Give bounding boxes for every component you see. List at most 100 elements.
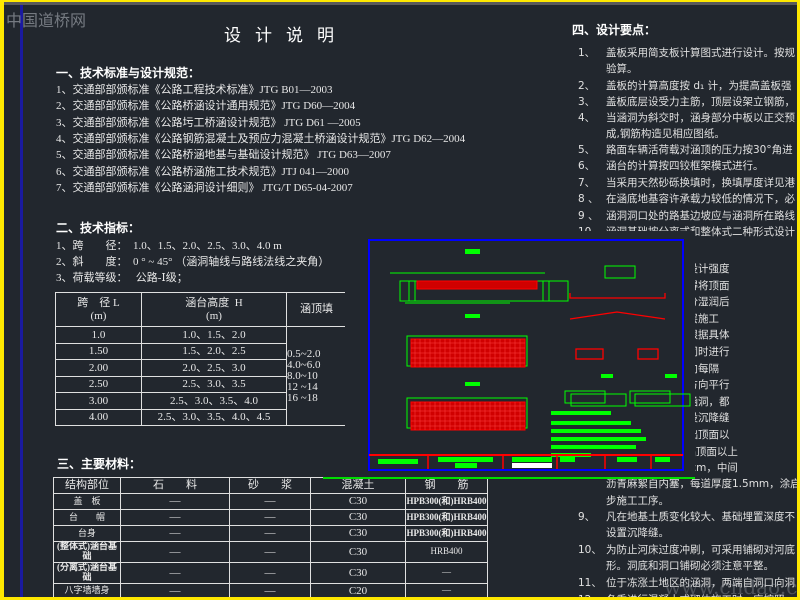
point-text: 步施工工序。	[606, 495, 669, 507]
table-cell: (整体式)涵台基础	[53, 541, 121, 563]
table-cell: C30	[310, 525, 406, 542]
standard-item: 6、交通部部颁标准《公路桥涵施工技术规范》JTJ 041—2000	[56, 165, 350, 178]
point-text: 涵台的计算按四铰框架模式进行。	[606, 160, 764, 172]
point-text: 当涵洞为斜交时，涵身部分中板以正交预	[606, 112, 795, 124]
table-header: 结构部位	[53, 477, 121, 494]
table-header: 钢 筋	[405, 477, 488, 494]
table-cell: 1.5、2.0、2.5	[141, 342, 287, 360]
table-row: 台身 — — C30 HPB300(和)HRB400	[53, 525, 488, 542]
table-cell: 2.0、2.5、3.0	[141, 359, 287, 377]
table-cell: HPB300(和)HRB400	[405, 509, 488, 526]
cad-drawing-canvas[interactable]: 中国道桥网 设计说明 一、技术标准与设计规范： 1、交通部部颁标准《公路工程技术…	[4, 2, 797, 597]
watermark-url: www.cndao.com	[664, 575, 797, 597]
point-text: 设置沉降缝。	[606, 527, 669, 539]
table-cell: —	[229, 582, 311, 597]
table-cell: —	[120, 525, 230, 542]
table-cell: —	[229, 525, 311, 542]
point-text: 沥青麻絮自内塞，每道厚度1.5mm，涂启	[606, 478, 797, 490]
point-text: 路面车辆活荷载对涵顶的压力按30°角进	[606, 144, 793, 156]
table-cell: 1.0、1.5、2.0	[141, 326, 287, 344]
table-cell: 台身	[53, 525, 121, 542]
table-row: 4.00 2.5、3.0、3.5、4.0、4.5	[55, 408, 347, 426]
point-text: 为防止河床过度冲刷，可采用铺砌对河底	[606, 544, 795, 556]
point-number: 11、	[578, 577, 602, 589]
table-row: 1.0 1.0、1.5、2.0 0.5~2.0 4.0~6.0 8.0~10 12 …	[55, 326, 347, 426]
table-row: 2.50 2.5、3.0、3.5	[55, 375, 347, 393]
table-header: 石 料	[120, 477, 230, 494]
section4-heading: 四、设计要点：	[572, 23, 657, 37]
table-header: 涵顶填	[286, 292, 347, 327]
table-cell: 2.00	[55, 359, 142, 377]
page-title: 设计说明	[224, 26, 348, 46]
point-number: 3、	[578, 96, 596, 108]
standard-item: 3、交通部部颁标准《公路圬工桥涵设计规范》 JTG D61 —2005	[56, 116, 361, 129]
point-text: 盖板的计算高度按 d₁ 计，为提高盖板强	[606, 80, 792, 92]
table-row: 八字墙墙身 — — C20—	[53, 582, 488, 597]
table-cell: C30	[310, 561, 406, 584]
fill-height-cell: 0.5~2.0 4.0~6.0 8.0~10 12 ~14 16 ~18	[286, 326, 347, 426]
table-cell: 3.00	[55, 392, 142, 410]
standard-item: 1、交通部部颁标准《公路工程技术标准》JTG B01—2003	[56, 84, 333, 96]
point-text: 凡在地基土质变化较大、基础埋置深度不	[606, 511, 795, 523]
table-cell: HPB300(和)HRB400	[405, 493, 488, 510]
table-cell: 台 帽	[53, 509, 121, 526]
table-header: 混凝土	[310, 477, 406, 494]
table-cell: (分离式)涵台基础	[53, 561, 121, 584]
section3-heading: 三、主要材料：	[57, 457, 142, 471]
point-text: 验算。	[606, 63, 638, 75]
table-cell: C30	[310, 509, 406, 526]
drawing-thumbnail[interactable]	[345, 231, 695, 479]
table-cell: —	[229, 509, 311, 526]
table-row: (分离式)涵台基础 — — C30—	[53, 561, 488, 584]
tech-index-item: 3、荷载等级： 公路-Ⅰ级；	[56, 272, 188, 284]
tech-index-item: 2、斜 度： 0 ° ~ 45° （涵洞轴线与路线法线之夹角）	[56, 256, 330, 268]
table-cell: C20	[310, 582, 406, 597]
table-cell: —	[120, 541, 230, 563]
point-text: 当采用天然砂砾换填时，换填厚度详见港	[606, 177, 795, 189]
section1-heading: 一、技术标准与设计规范：	[56, 66, 201, 80]
point-number: 6、	[578, 160, 596, 172]
point-text: 在涵底地基容许承载力较低的情况下，必	[606, 193, 795, 205]
materials-table: 结构部位石 料砂 浆混凝土钢 筋盖 板 — — C30 HPB300(和)HRB400 台…	[53, 477, 488, 597]
table-cell: HPB300(和)HRB400	[405, 525, 488, 542]
inset-bottom-line	[323, 477, 695, 479]
point-number: 4、	[578, 112, 596, 124]
standard-item: 4、交通部部颁标准《公路钢筋混凝土及预应力混凝土桥涵设计规范》JTG D62—2…	[56, 132, 466, 145]
table-cell: —	[120, 509, 230, 526]
table-cell: —	[120, 561, 230, 584]
point-text: 盖板底层设受力主筋，顶层设架立钢筋，	[606, 96, 795, 108]
table-cell: —	[405, 561, 488, 584]
table-row: 台 帽 — — C30 HPB300(和)HRB400	[53, 509, 488, 526]
span-height-table: 跨 径 L (m) 涵台高度 H (m) 涵顶填 1.0 1.0、1.5、2.0 0.5~…	[55, 292, 347, 426]
point-text: 形。洞底和洞口铺砌必须注意平整。	[606, 560, 774, 572]
point-text: 冬季进行混凝土或砌体施工时，应按照	[606, 592, 785, 597]
point-text: 盖板采用简支板计算图式进行设计。按规	[606, 47, 795, 59]
point-number: 9 、	[578, 210, 599, 222]
standard-item: 5、交通部部颁标准《公路桥涵地基与基础设计规范》 JTG D63—2007	[56, 149, 391, 162]
point-number: 8 、	[578, 193, 599, 205]
table-header: 跨 径 L (m)	[55, 292, 142, 327]
table-cell: HRB400	[405, 541, 488, 563]
point-number: 2、	[578, 80, 596, 92]
table-cell: 1.0	[55, 326, 142, 344]
point-number: 7、	[578, 177, 596, 189]
table-cell: C30	[310, 541, 406, 563]
point-number: 10、	[578, 544, 602, 556]
standard-item: 7、交通部部颁标准《公路涵洞设计细则》 JTG/T D65-04-2007	[56, 181, 353, 194]
point-text: 成,钢筋构造见相应图纸。	[606, 128, 725, 140]
point-text: 位于冻涨土地区的涵洞，两端自洞口向洞	[606, 577, 795, 589]
point-number: 1、	[578, 47, 596, 59]
drawing-border-line	[20, 5, 23, 597]
table-header: 砂 浆	[229, 477, 311, 494]
table-header: 涵台高度 H (m)	[141, 292, 287, 327]
table-cell: C30	[310, 493, 406, 510]
table-cell: —	[405, 582, 488, 597]
table-cell: 盖 板	[53, 493, 121, 510]
tech-index-item: 1、跨 径： 1.0、1.5、2.0、2.5、3.0、4.0 m	[56, 240, 282, 252]
table-cell: 2.5、3.0、3.5、4.0、4.5	[141, 408, 287, 426]
table-cell: —	[120, 582, 230, 597]
point-number: 12、	[578, 592, 602, 597]
point-text: 涵洞洞口处的路基边坡应与涵洞所在路线	[606, 210, 795, 222]
table-cell: 八字墙墙身	[53, 582, 121, 597]
table-cell: —	[229, 561, 311, 584]
